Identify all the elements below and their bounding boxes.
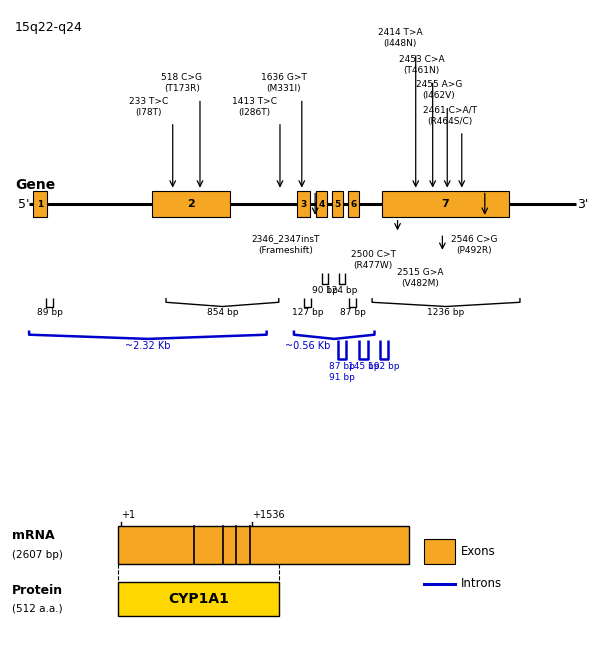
Text: ~0.56 Kb: ~0.56 Kb: [285, 341, 330, 351]
Text: 2546 C>G
(P492R): 2546 C>G (P492R): [451, 235, 497, 255]
FancyBboxPatch shape: [33, 191, 47, 217]
Text: 2414 T>A
(I448N): 2414 T>A (I448N): [378, 28, 422, 48]
Text: 1: 1: [37, 200, 43, 209]
Text: +1: +1: [121, 510, 135, 520]
Text: Introns: Introns: [461, 577, 502, 590]
Text: 854 bp: 854 bp: [207, 308, 238, 318]
Text: 2: 2: [187, 199, 195, 209]
Text: 2461 C>A/T
(R464S/C): 2461 C>A/T (R464S/C): [422, 106, 477, 126]
Text: 3': 3': [577, 198, 588, 211]
Text: 87 bp: 87 bp: [340, 308, 365, 318]
Text: 6: 6: [350, 200, 356, 209]
Text: ~2.32 Kb: ~2.32 Kb: [125, 341, 171, 351]
Text: 518 C>G
(T173R): 518 C>G (T173R): [161, 73, 202, 93]
Text: 145 bp: 145 bp: [348, 362, 379, 371]
Text: 90 bp: 90 bp: [312, 286, 338, 295]
FancyBboxPatch shape: [316, 191, 327, 217]
Text: 5: 5: [335, 200, 341, 209]
Text: mRNA: mRNA: [12, 529, 55, 542]
Text: +1536: +1536: [252, 510, 285, 520]
Text: Gene: Gene: [15, 178, 55, 192]
FancyBboxPatch shape: [152, 191, 230, 217]
Text: 1636 G>T
(M331I): 1636 G>T (M331I): [261, 73, 307, 93]
Text: Protein: Protein: [12, 584, 63, 597]
Text: CYP1A1: CYP1A1: [168, 592, 229, 606]
FancyBboxPatch shape: [424, 539, 454, 564]
Text: 127 bp: 127 bp: [292, 308, 324, 318]
FancyBboxPatch shape: [118, 526, 409, 564]
Text: 91 bp: 91 bp: [329, 373, 355, 382]
FancyBboxPatch shape: [118, 582, 279, 616]
Text: (512 a.a.): (512 a.a.): [12, 603, 63, 613]
Text: 2515 G>A
(V482M): 2515 G>A (V482M): [398, 268, 444, 288]
Text: 4: 4: [319, 200, 325, 209]
Text: 2346_2347insT
(Frameshift): 2346_2347insT (Frameshift): [252, 235, 320, 255]
Text: 7: 7: [442, 199, 449, 209]
FancyBboxPatch shape: [332, 191, 343, 217]
Text: 192 bp: 192 bp: [368, 362, 400, 371]
Text: 233 T>C
(I78T): 233 T>C (I78T): [129, 97, 168, 117]
Text: 1236 bp: 1236 bp: [427, 308, 465, 318]
Text: 15q22-q24: 15q22-q24: [15, 21, 83, 34]
Text: 124 bp: 124 bp: [326, 286, 358, 295]
Text: 89 bp: 89 bp: [37, 308, 62, 318]
Text: Exons: Exons: [461, 545, 495, 558]
FancyBboxPatch shape: [348, 191, 359, 217]
Text: 5': 5': [18, 198, 30, 211]
Text: 1413 T>C
(I286T): 1413 T>C (I286T): [232, 97, 277, 117]
Text: 2455 A>G
(I462V): 2455 A>G (I462V): [416, 80, 462, 100]
FancyBboxPatch shape: [382, 191, 509, 217]
Text: 2453 C>A
(T461N): 2453 C>A (T461N): [399, 55, 445, 75]
Text: 2500 C>T
(R477W): 2500 C>T (R477W): [351, 250, 396, 270]
FancyBboxPatch shape: [297, 191, 310, 217]
Text: (2607 bp): (2607 bp): [12, 551, 63, 561]
Text: 3: 3: [301, 200, 307, 209]
Text: 87 bp: 87 bp: [329, 362, 355, 371]
